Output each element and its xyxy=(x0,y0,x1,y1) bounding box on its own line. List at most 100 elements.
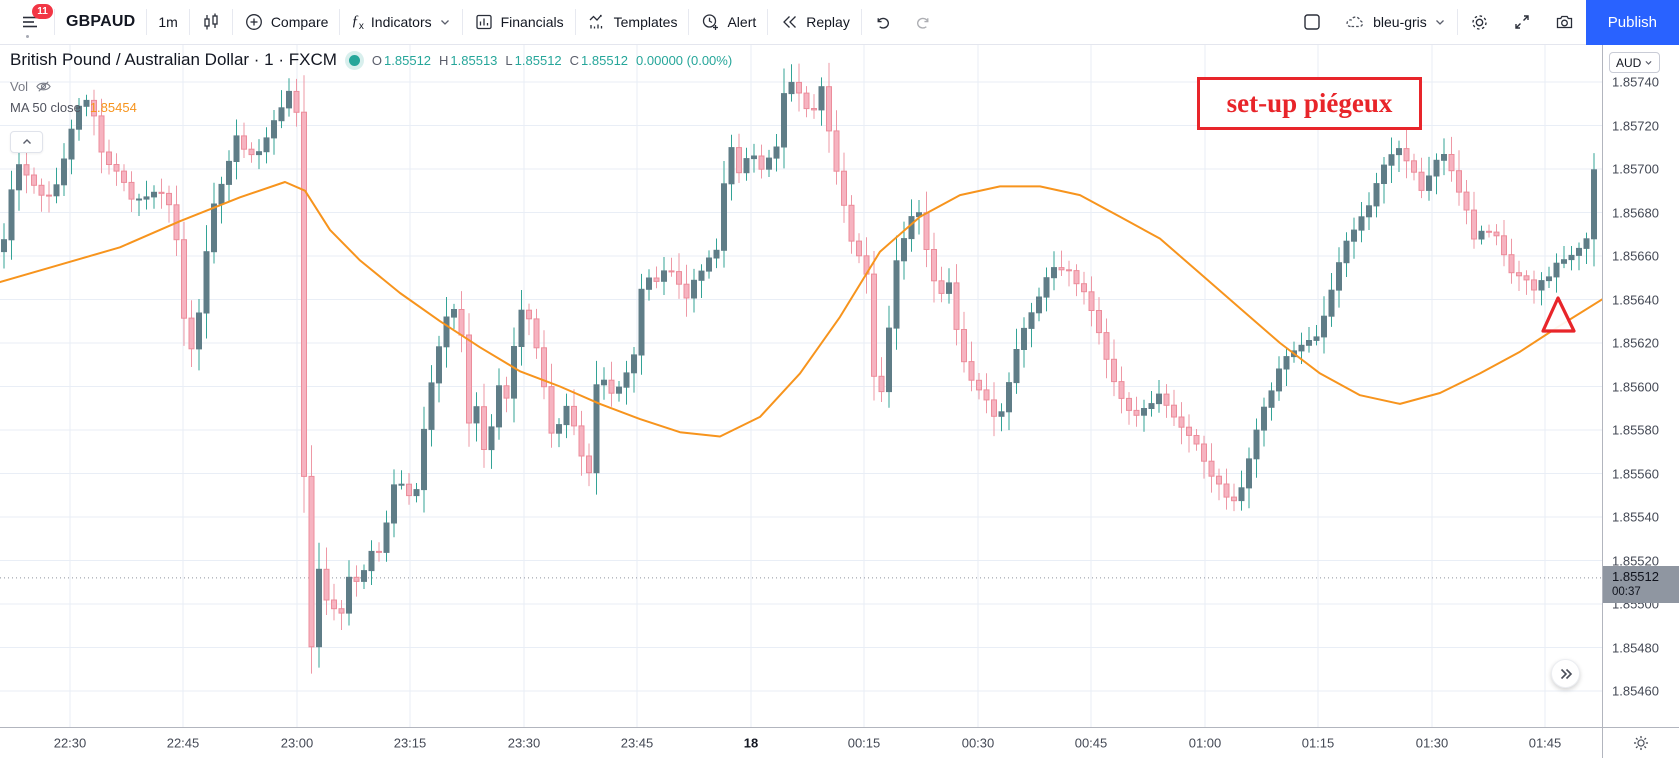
ohlc-readout: O 1.85512 H 1.85513 L 1.85512 C 1.85512 0.00… xyxy=(372,53,732,68)
chevron-down-icon xyxy=(1434,16,1446,28)
ma-label: MA 50 close xyxy=(10,100,81,115)
currency-dropdown[interactable]: AUD xyxy=(1609,52,1661,73)
indicators-label: Indicators xyxy=(370,14,432,30)
toolbar-separator xyxy=(339,9,341,35)
alert-clock-icon xyxy=(700,12,720,32)
interval-label: 1m xyxy=(158,14,178,30)
compare-button[interactable]: Compare xyxy=(233,0,340,44)
trap-setup-annotation[interactable]: set-up piégeux xyxy=(1197,77,1422,130)
interval-button[interactable]: 1m xyxy=(147,0,188,44)
ohlc-open-value: 1.85512 xyxy=(384,52,432,68)
go-to-realtime-button[interactable] xyxy=(1551,659,1580,688)
indicators-button[interactable]: ƒx Indicators xyxy=(340,0,461,44)
fx-icon: ƒx xyxy=(351,12,364,32)
fullscreen-button[interactable] xyxy=(1501,0,1543,44)
volume-legend-row: Vol xyxy=(10,79,732,94)
camera-icon xyxy=(1554,12,1575,32)
financials-button[interactable]: Financials xyxy=(463,0,575,44)
toolbar-separator xyxy=(767,9,769,35)
cloud-layout-button[interactable]: bleu-gris xyxy=(1333,0,1457,44)
redo-arrow-icon xyxy=(914,13,933,32)
chart-style-button[interactable] xyxy=(190,0,232,44)
templates-button[interactable]: Templates xyxy=(576,0,689,44)
symbol-title[interactable]: British Pound / Australian Dollar · 1 · … xyxy=(10,50,337,69)
price-axis[interactable]: AUD 1.85740 1.85720 1.85700 1.85680 1.85660 1… xyxy=(1602,45,1679,727)
chevron-up-icon xyxy=(22,139,31,144)
last-price-badge: 1.85512 00:37 xyxy=(1603,565,1679,603)
undo-button[interactable] xyxy=(862,0,903,44)
ohlc-low-value: 1.85512 xyxy=(514,52,562,68)
publish-button[interactable]: Publish xyxy=(1585,0,1679,45)
toolbar-separator xyxy=(860,9,862,35)
price-tick: 1.85540 xyxy=(1612,509,1659,525)
main-menu-button[interactable]: 11 xyxy=(6,0,54,44)
price-tick: 1.85640 xyxy=(1612,292,1659,307)
redo-button[interactable] xyxy=(903,0,944,44)
bar-chart-icon xyxy=(474,12,494,32)
market-status-dot[interactable] xyxy=(348,54,360,66)
time-axis-settings-button[interactable] xyxy=(1602,728,1679,758)
chevron-down-icon xyxy=(439,16,451,28)
layout-square-icon xyxy=(1302,12,1322,32)
time-tick: 01:15 xyxy=(1301,735,1335,751)
compare-label: Compare xyxy=(270,14,329,30)
candlestick-chart[interactable] xyxy=(0,45,1602,727)
price-tick: 1.85460 xyxy=(1612,683,1659,699)
toolbar-separator xyxy=(1456,9,1458,35)
time-axis[interactable]: 22:30 22:45 23:00 23:15 23:30 23:45 18 00:15 00:… xyxy=(0,727,1679,758)
fullscreen-expand-icon xyxy=(1512,12,1532,32)
price-tick: 1.85520 xyxy=(1612,553,1659,568)
cloud-save-icon xyxy=(1344,12,1366,32)
alert-label: Alert xyxy=(727,14,757,30)
chevron-down-icon xyxy=(1645,60,1652,65)
candlestick-style-icon xyxy=(201,12,221,32)
time-tick: 23:00 xyxy=(280,735,314,751)
price-tick: 1.85720 xyxy=(1612,118,1659,133)
top-toolbar: 11 GBPAUD 1m Compare ƒx Indicators xyxy=(0,0,1679,45)
ohlc-high-value: 1.85513 xyxy=(450,52,498,68)
alert-button[interactable]: Alert xyxy=(689,0,767,44)
sun-settings-icon xyxy=(1633,735,1649,751)
financials-label: Financials xyxy=(500,14,564,30)
symbol-label: GBPAUD xyxy=(66,13,136,30)
price-tick: 1.85600 xyxy=(1612,379,1659,394)
gear-icon xyxy=(1469,12,1490,33)
time-tick: 01:45 xyxy=(1528,735,1562,751)
time-tick: 00:30 xyxy=(961,735,995,751)
chart-pane: British Pound / Australian Dollar · 1 · … xyxy=(0,45,1679,727)
undo-arrow-icon xyxy=(873,13,892,32)
price-tick: 1.85680 xyxy=(1612,205,1659,220)
price-tick: 1.85660 xyxy=(1612,248,1659,264)
replay-label: Replay xyxy=(806,14,850,30)
chart-legend: British Pound / Australian Dollar · 1 · … xyxy=(10,50,732,115)
symbol-button[interactable]: GBPAUD xyxy=(55,0,146,44)
price-chart-canvas[interactable]: British Pound / Australian Dollar · 1 · … xyxy=(0,45,1602,727)
ohlc-open-label: O xyxy=(371,52,383,68)
ohlc-change-value: 0.00000 (0.00%) xyxy=(636,52,733,68)
time-tick: 00:15 xyxy=(847,735,881,751)
settings-button[interactable] xyxy=(1458,0,1501,44)
price-tick: 1.85580 xyxy=(1612,422,1659,438)
price-tick: 1.85700 xyxy=(1612,161,1659,177)
layout-select-button[interactable] xyxy=(1291,0,1333,44)
time-tick: 01:00 xyxy=(1188,735,1222,751)
bar-countdown: 00:37 xyxy=(1612,586,1641,599)
ohlc-close-label: C xyxy=(569,52,580,68)
time-tick: 23:45 xyxy=(620,735,654,751)
snapshot-button[interactable] xyxy=(1543,0,1586,44)
layout-name-label: bleu-gris xyxy=(1373,14,1427,30)
menu-dot xyxy=(26,35,29,38)
price-tick: 1.85740 xyxy=(1612,74,1659,90)
legend-title-row: British Pound / Australian Dollar · 1 · … xyxy=(10,50,732,70)
ohlc-low-label: L xyxy=(505,52,513,68)
toolbar-separator xyxy=(688,9,690,35)
legend-collapse-button[interactable] xyxy=(10,131,43,153)
replay-button[interactable]: Replay xyxy=(768,0,861,44)
eye-off-icon[interactable] xyxy=(35,79,52,94)
last-price-value: 1.85512 xyxy=(1612,568,1659,584)
trap-setup-text: set-up piégeux xyxy=(1226,88,1393,118)
replay-rewind-icon xyxy=(779,12,799,32)
time-tick: 00:45 xyxy=(1074,735,1108,751)
toolbar-separator xyxy=(231,9,233,35)
